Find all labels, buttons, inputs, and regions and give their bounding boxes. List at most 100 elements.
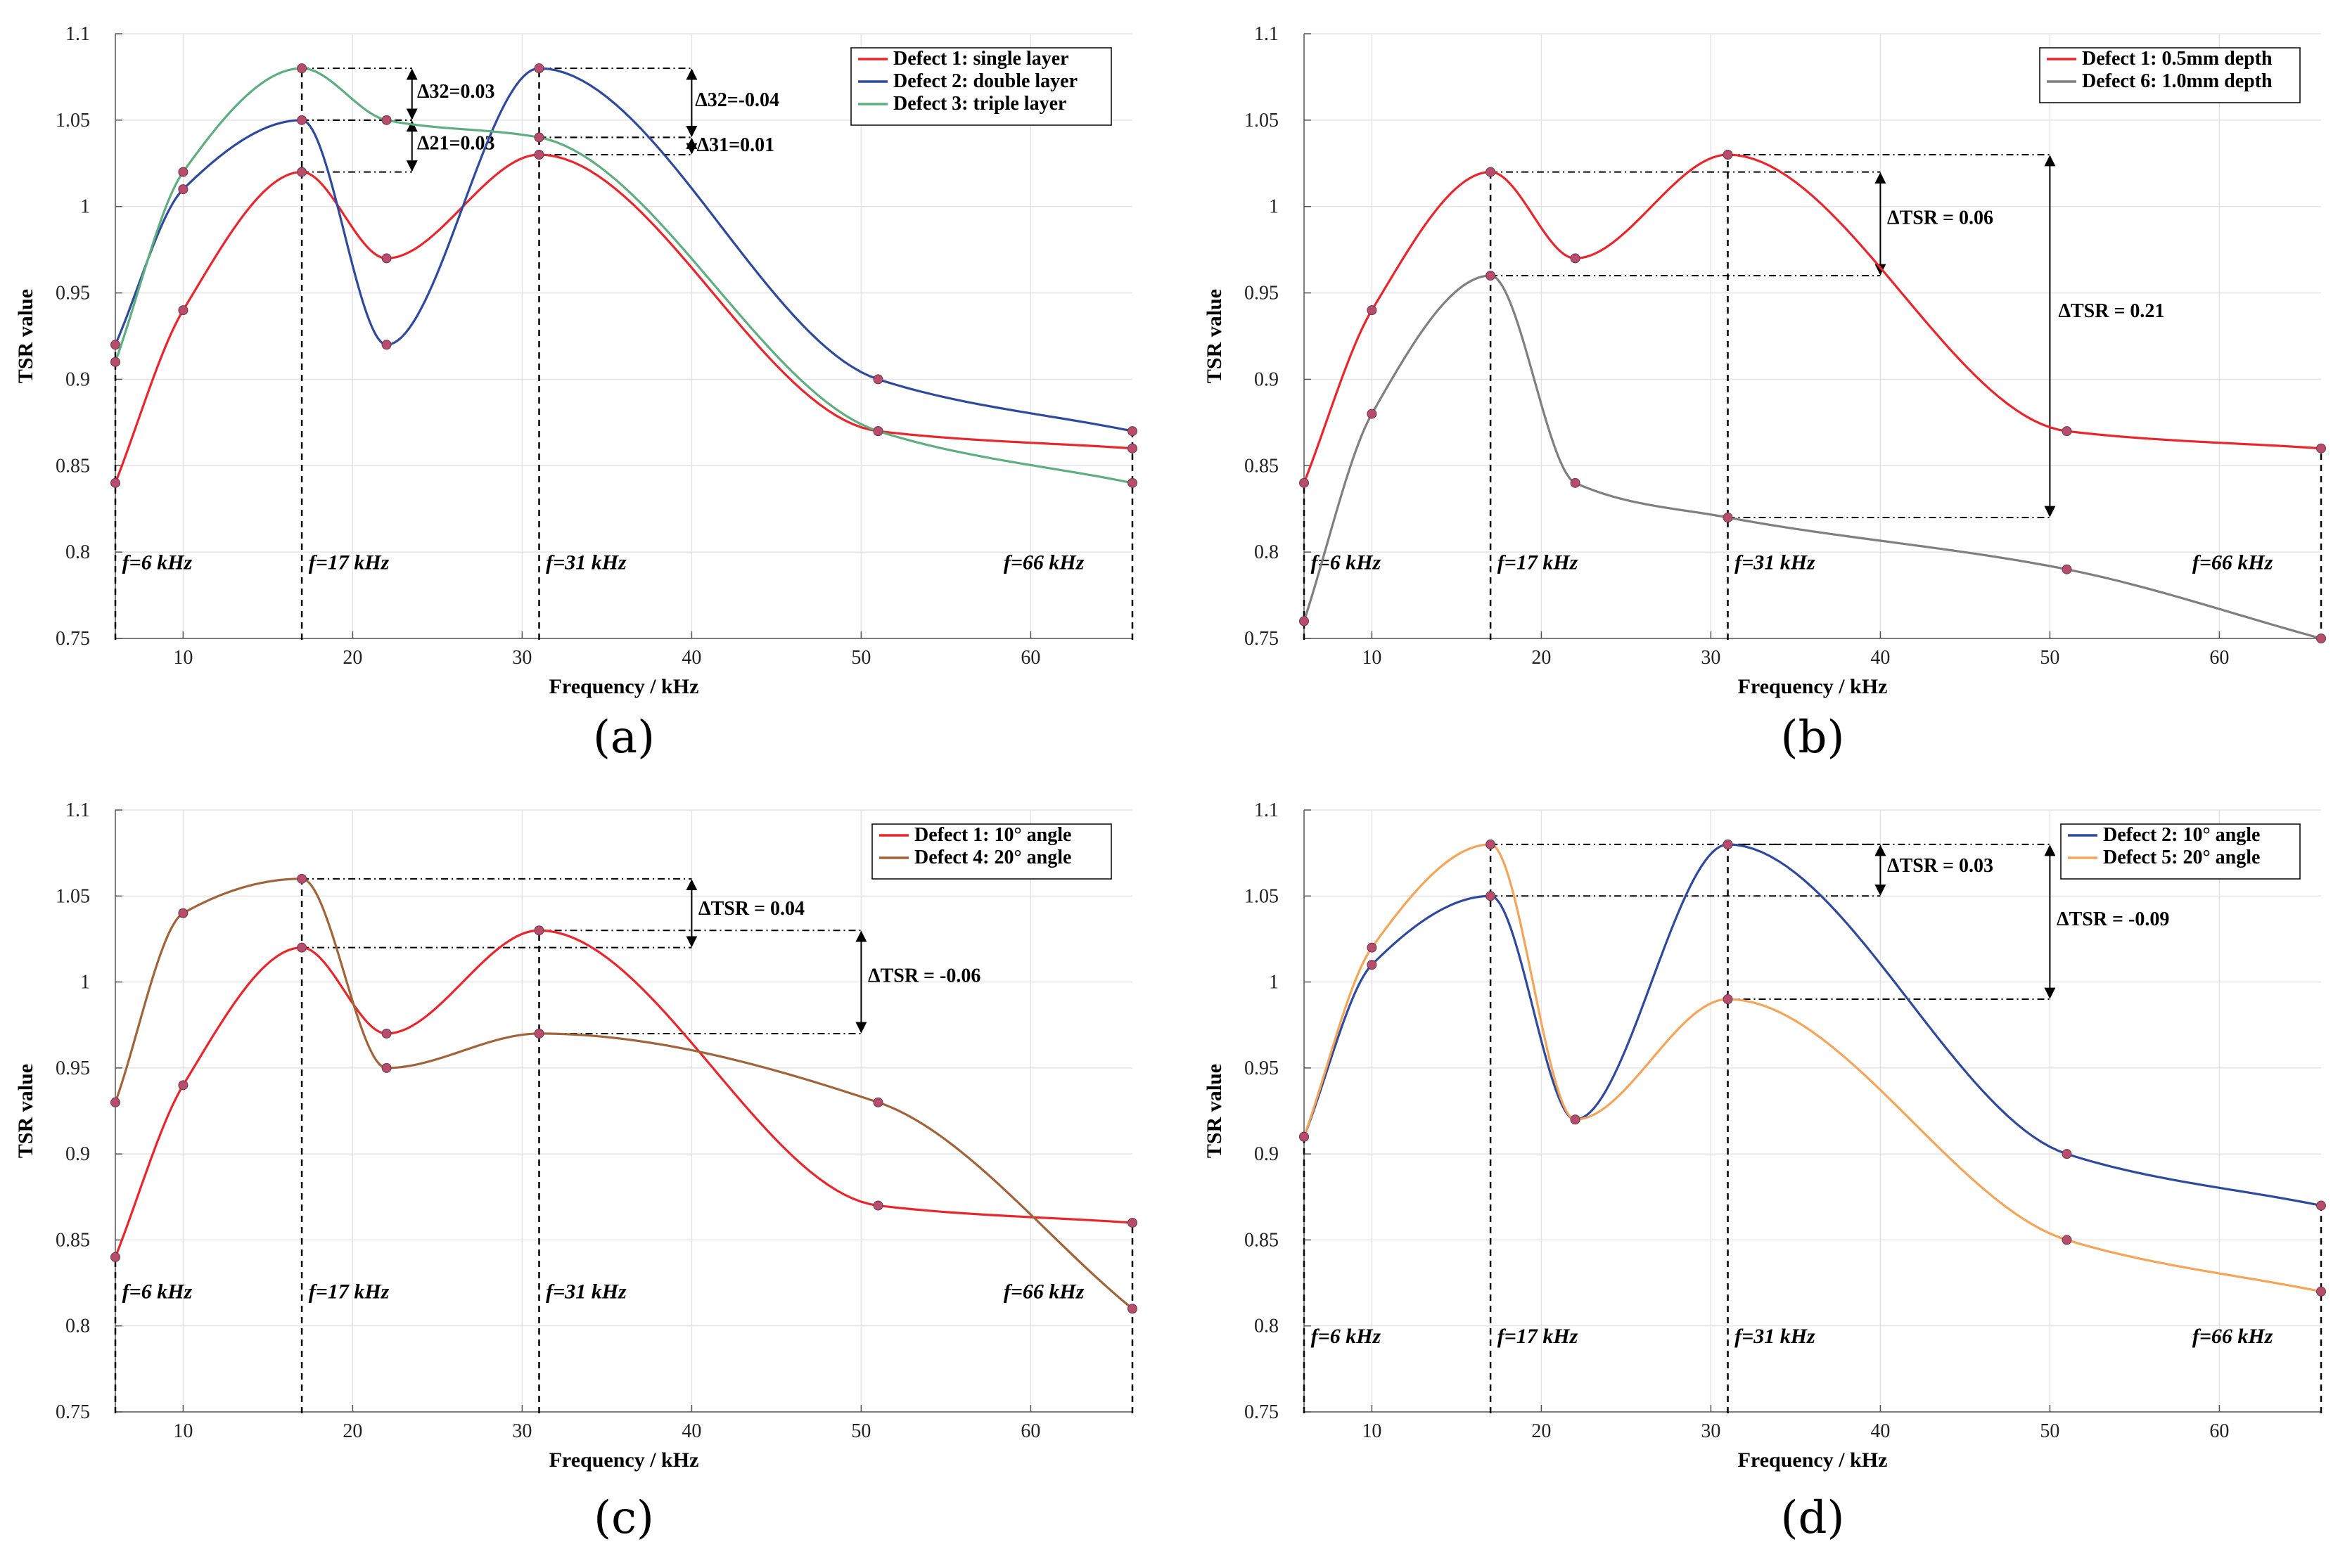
y-tick-label: 0.95 [1244, 1058, 1279, 1079]
y-tick-label: 1.1 [1254, 799, 1279, 821]
panel-label: (b) [1781, 712, 1845, 764]
x-tick-label: 10 [1362, 647, 1381, 669]
series-line [114, 153, 1133, 484]
data-point [1127, 443, 1137, 454]
y-tick-label: 0.9 [65, 1143, 90, 1165]
legend-entry: Defect 2: 10° angle [2103, 824, 2260, 846]
y-tick-label: 0.95 [1244, 283, 1279, 304]
frequency-label: f=6 kHz [122, 1280, 193, 1304]
series-line [114, 67, 1133, 484]
x-tick-label: 30 [512, 1420, 532, 1442]
y-tick-label: 1 [80, 972, 90, 994]
y-tick-label: 0.75 [56, 628, 90, 650]
frequency-label: f=66 kHz [2192, 1325, 2273, 1348]
x-tick-label: 50 [2040, 1420, 2059, 1442]
data-point [534, 132, 544, 143]
y-tick-label: 0.85 [56, 455, 90, 477]
data-point [873, 374, 883, 385]
data-point [110, 477, 120, 488]
y-tick-label: 1 [1269, 196, 1279, 218]
x-tick-label: 40 [1870, 1420, 1890, 1442]
annotation-label: ΔTSR = 0.06 [1887, 207, 1993, 229]
y-tick-label: 1 [80, 196, 90, 218]
x-tick-label: 40 [682, 1420, 701, 1442]
y-tick-label: 1.1 [1254, 23, 1279, 45]
data-point [381, 253, 392, 264]
data-point [1723, 513, 1733, 522]
data-point [1723, 839, 1733, 849]
y-tick-label: 0.85 [1244, 1229, 1279, 1251]
data-point [110, 1097, 120, 1107]
legend-entry: Defect 3: triple layer [893, 93, 1066, 115]
data-point [1299, 1131, 1309, 1142]
frequency-label: f=66 kHz [1004, 1280, 1085, 1304]
panel-d: 10 20 30 40 50 60 0.75 0.8 0.85 0.9 0.95 1 1.05 1.1 Fr… [1203, 799, 2326, 1544]
y-tick-label: 0.8 [1254, 541, 1279, 563]
data-point [178, 1080, 189, 1091]
data-point [2062, 1235, 2072, 1245]
y-tick-label: 1.05 [1244, 885, 1279, 907]
x-tick-label: 50 [2040, 647, 2059, 669]
y-tick-label: 1.05 [56, 885, 90, 907]
y-tick-label: 0.9 [1254, 368, 1279, 390]
legend-entry: Defect 1: 10° angle [914, 824, 1071, 846]
frequency-label: f=17 kHz [1497, 551, 1578, 574]
legend-entry: Defect 4: 20° angle [914, 847, 1071, 868]
frequency-label: f=31 kHz [546, 551, 627, 574]
y-tick-label: 0.85 [56, 1229, 90, 1251]
data-point [110, 340, 120, 350]
y-tick-label: 0.8 [65, 1316, 90, 1337]
annotation-label: ΔTSR = 0.03 [1887, 855, 1993, 877]
data-point [1723, 994, 1733, 1005]
legend-box [2060, 823, 2301, 880]
data-point [2062, 426, 2072, 437]
data-point [2316, 1286, 2326, 1297]
annotation-label: ΔTSR = 0.21 [2058, 300, 2164, 322]
data-point [873, 1097, 883, 1107]
data-point [534, 925, 544, 936]
x-tick-label: 60 [2209, 1420, 2229, 1442]
x-tick-label: 10 [1362, 1420, 1381, 1442]
data-point [1485, 167, 1496, 177]
y-tick-label: 1.05 [56, 110, 90, 131]
data-point [534, 150, 544, 160]
data-point [1127, 1304, 1137, 1314]
x-axis-label: Frequency / kHz [549, 1448, 699, 1472]
y-axis-label: TSR value [14, 1064, 37, 1158]
data-point [534, 1028, 544, 1039]
x-axis-label: Frequency / kHz [1738, 675, 1888, 698]
data-point [1485, 839, 1496, 849]
annotation-label: ΔTSR = 0.04 [698, 898, 805, 920]
data-point [381, 115, 392, 125]
data-point [2316, 443, 2326, 454]
data-point [178, 167, 189, 177]
x-tick-label: 10 [173, 647, 193, 669]
y-axis-label: TSR value [1203, 289, 1226, 383]
y-tick-label: 0.95 [56, 1058, 90, 1079]
series-line [1303, 274, 2322, 640]
x-tick-label: 20 [1531, 647, 1551, 669]
x-tick-label: 10 [173, 1420, 193, 1442]
panel-c: 10 20 30 40 50 60 0.75 0.8 0.85 0.9 0.95 1 1.05 1.1 Fr… [14, 799, 1137, 1544]
frequency-label: f=66 kHz [1004, 551, 1085, 574]
data-point [873, 426, 883, 437]
data-point [1127, 477, 1137, 488]
y-tick-label: 1.05 [1244, 110, 1279, 131]
frequency-label: f=6 kHz [1311, 1325, 1381, 1348]
data-point [297, 115, 307, 125]
series-line [1303, 843, 2322, 1207]
data-point [381, 340, 392, 350]
data-point [1299, 477, 1309, 488]
x-tick-label: 30 [1701, 647, 1720, 669]
x-tick-label: 30 [512, 647, 532, 669]
data-point [1367, 960, 1377, 970]
data-point [178, 908, 189, 918]
data-point [110, 1252, 120, 1262]
data-point [381, 1062, 392, 1073]
x-tick-label: 50 [851, 1420, 871, 1442]
data-point [873, 1200, 883, 1211]
annotation-label: Δ32=-0.04 [695, 89, 779, 111]
y-tick-label: 0.75 [1244, 1401, 1279, 1423]
